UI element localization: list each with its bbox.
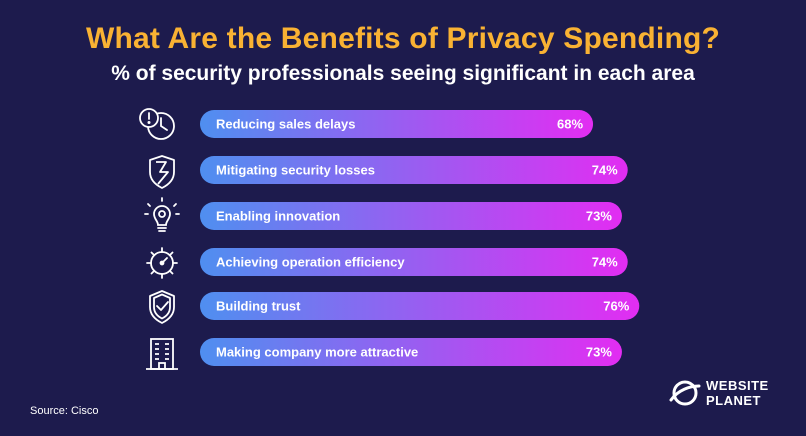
- logo-text-line2: PLANET: [706, 393, 761, 408]
- bar-value-label: 74%: [592, 163, 618, 178]
- bar: [200, 110, 594, 138]
- clock-alert-icon: [139, 108, 175, 140]
- bar: [200, 248, 628, 276]
- logo-text-line1: WEBSITE: [706, 378, 769, 393]
- bar-value-label: 73%: [586, 209, 612, 224]
- bar-value-label: 73%: [586, 345, 612, 360]
- office-building-icon: [146, 338, 178, 370]
- chart-subtitle: % of security professionals seeing signi…: [111, 62, 695, 85]
- bar-category-label: Achieving operation efficiency: [216, 255, 405, 270]
- bar: [200, 156, 628, 184]
- bar-value-label: 68%: [557, 117, 583, 132]
- bar-value-label: 74%: [592, 255, 618, 270]
- gear-gauge-icon: [146, 247, 178, 279]
- lightbulb-gear-icon: [144, 197, 180, 232]
- bar-category-label: Making company more attractive: [216, 345, 418, 360]
- website-planet-logo: WEBSITE PLANET: [668, 376, 778, 412]
- bar-value-label: 76%: [603, 299, 629, 314]
- bar-category-label: Enabling innovation: [216, 209, 340, 224]
- bar-category-label: Building trust: [216, 299, 301, 314]
- bar: [200, 338, 622, 366]
- bar-category-label: Mitigating security losses: [216, 163, 375, 178]
- planet-logo-icon: [669, 380, 701, 406]
- bar: [200, 202, 622, 230]
- broken-shield-icon: [149, 155, 175, 189]
- source-note: Source: Cisco: [30, 405, 99, 417]
- bar: [200, 292, 640, 320]
- chart-title: What Are the Benefits of Privacy Spendin…: [85, 22, 721, 55]
- bar-category-label: Reducing sales delays: [216, 117, 355, 132]
- shield-check-icon: [149, 290, 175, 324]
